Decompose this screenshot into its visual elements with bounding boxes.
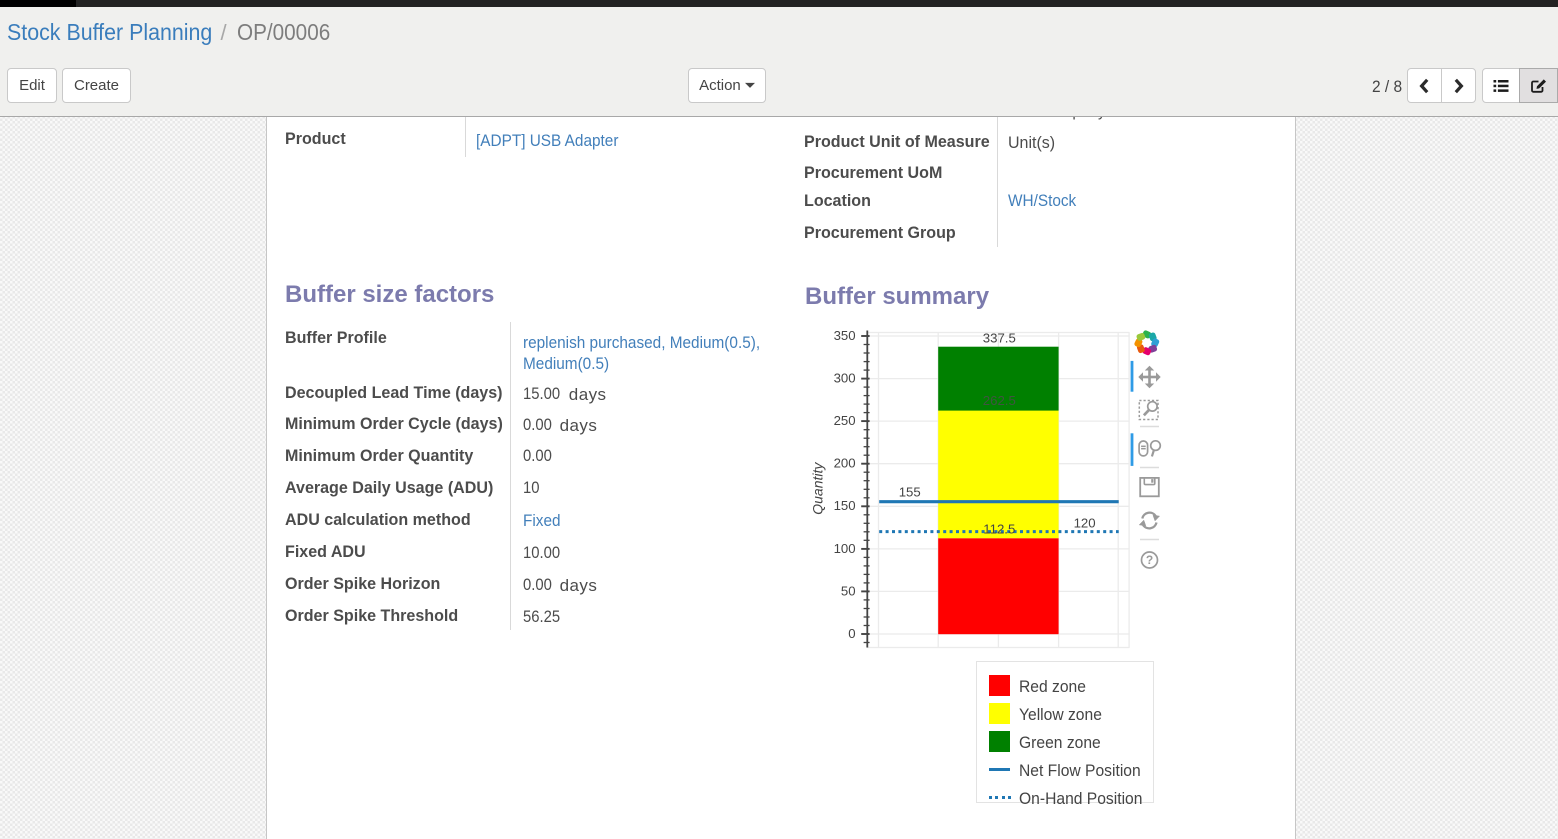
svg-text:100: 100 — [834, 541, 856, 556]
svg-text:300: 300 — [834, 371, 856, 386]
svg-text:262.5: 262.5 — [983, 393, 1016, 408]
svg-text:337.5: 337.5 — [983, 330, 1016, 345]
svg-text:?: ? — [1146, 553, 1153, 567]
svg-text:150: 150 — [834, 498, 856, 513]
svg-text:250: 250 — [834, 413, 856, 428]
svg-text:112.5: 112.5 — [983, 521, 1015, 536]
svg-text:50: 50 — [841, 583, 856, 598]
svg-text:0: 0 — [848, 626, 855, 641]
svg-text:155: 155 — [899, 485, 921, 500]
svg-text:120: 120 — [1074, 516, 1096, 531]
svg-text:350: 350 — [834, 328, 856, 343]
svg-text:200: 200 — [834, 456, 856, 471]
svg-text:Quantity: Quantity — [810, 462, 826, 515]
